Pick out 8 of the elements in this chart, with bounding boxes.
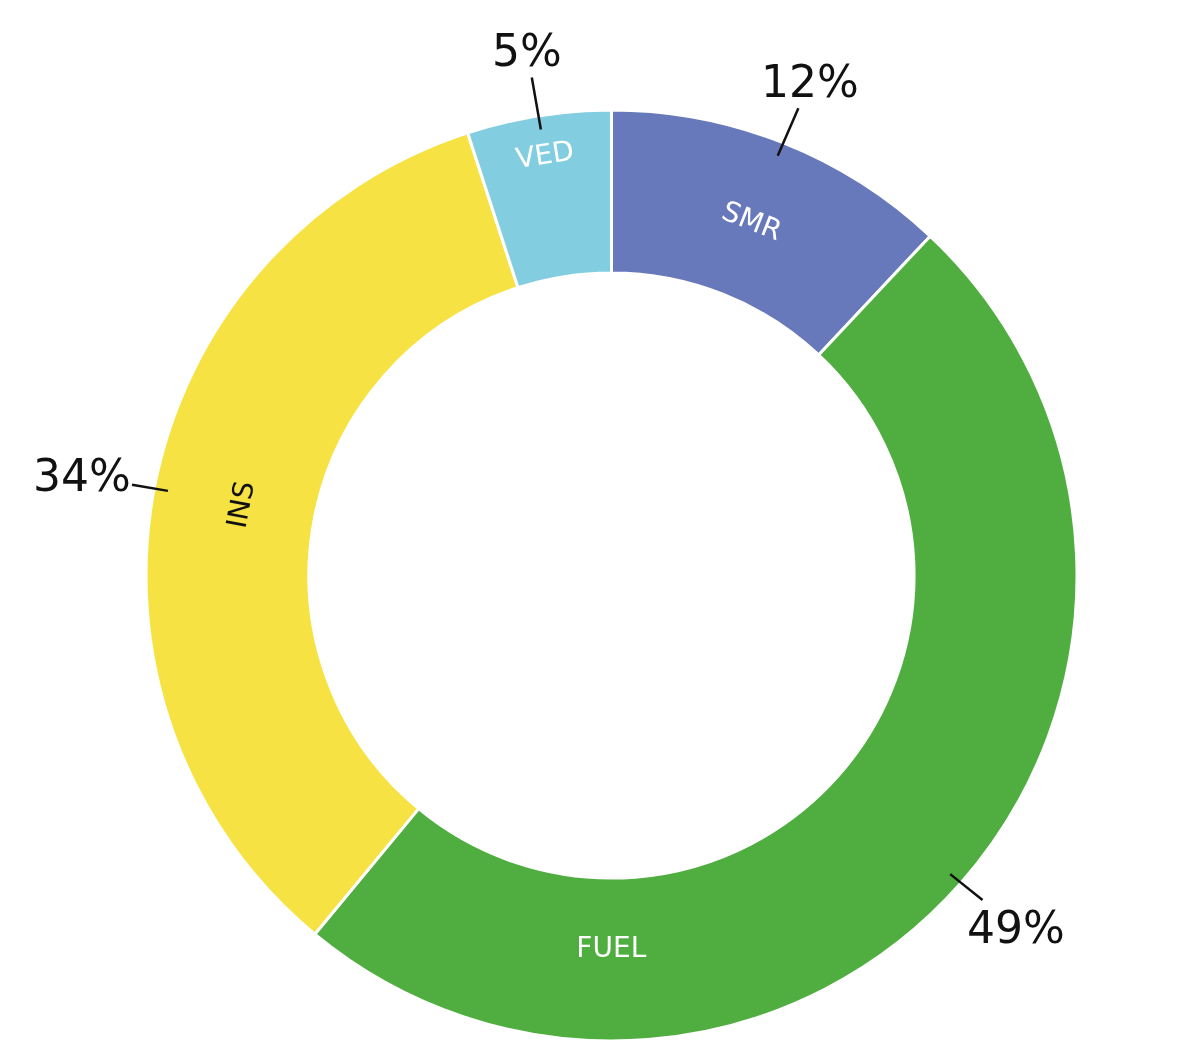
slice-label: VED xyxy=(513,133,577,176)
slice-label: SMR xyxy=(717,193,787,248)
data-label: 5% xyxy=(492,25,562,76)
data-label: 49% xyxy=(967,902,1065,953)
data-label: 34% xyxy=(33,450,131,501)
slice-label: INS xyxy=(219,478,261,531)
data-label: 12% xyxy=(761,56,859,107)
slice-label: FUEL xyxy=(576,931,647,965)
